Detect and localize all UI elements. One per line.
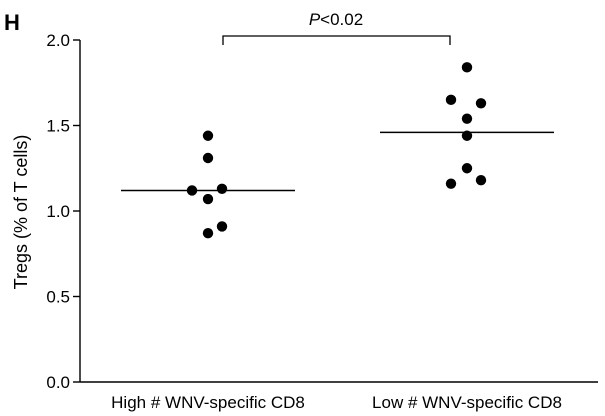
y-tick-label: 2.0 <box>46 31 70 50</box>
y-tick-label: 1.0 <box>46 202 70 221</box>
p-value-text: <0.02 <box>320 10 363 29</box>
y-ticks: 0.0 0.5 1.0 1.5 2.0 <box>46 31 80 392</box>
data-point <box>186 185 198 196</box>
p-value-label: P<0.02 <box>309 10 363 29</box>
mean-lines <box>121 131 554 192</box>
x-category-labels: High # WNV-specific CD8 Low # WNV-specifi… <box>111 393 562 412</box>
data-point <box>216 183 228 194</box>
data-point <box>461 62 473 73</box>
data-point <box>445 178 457 189</box>
data-point <box>202 152 214 164</box>
data-point <box>445 94 457 106</box>
x-category-label: High # WNV-specific CD8 <box>111 393 305 412</box>
y-tick-label: 0.0 <box>46 373 70 392</box>
data-points <box>186 62 487 239</box>
data-point <box>202 130 214 141</box>
data-point <box>202 193 214 205</box>
x-category-label: Low # WNV-specific CD8 <box>372 393 562 412</box>
data-point <box>202 228 214 239</box>
axes <box>79 40 598 383</box>
y-tick-label: 1.5 <box>46 117 70 136</box>
data-point <box>475 175 487 186</box>
data-point <box>461 130 473 141</box>
bracket-line <box>222 35 451 45</box>
y-tick-label: 0.5 <box>46 288 70 307</box>
p-value-italic: P <box>309 10 321 29</box>
data-point <box>216 221 228 232</box>
significance-bracket: P<0.02 <box>222 10 451 45</box>
data-point <box>461 113 473 124</box>
panel-label: H <box>4 10 20 35</box>
data-point <box>461 163 473 174</box>
data-point <box>475 98 487 109</box>
y-axis-title: Tregs (% of T cells) <box>11 135 31 290</box>
